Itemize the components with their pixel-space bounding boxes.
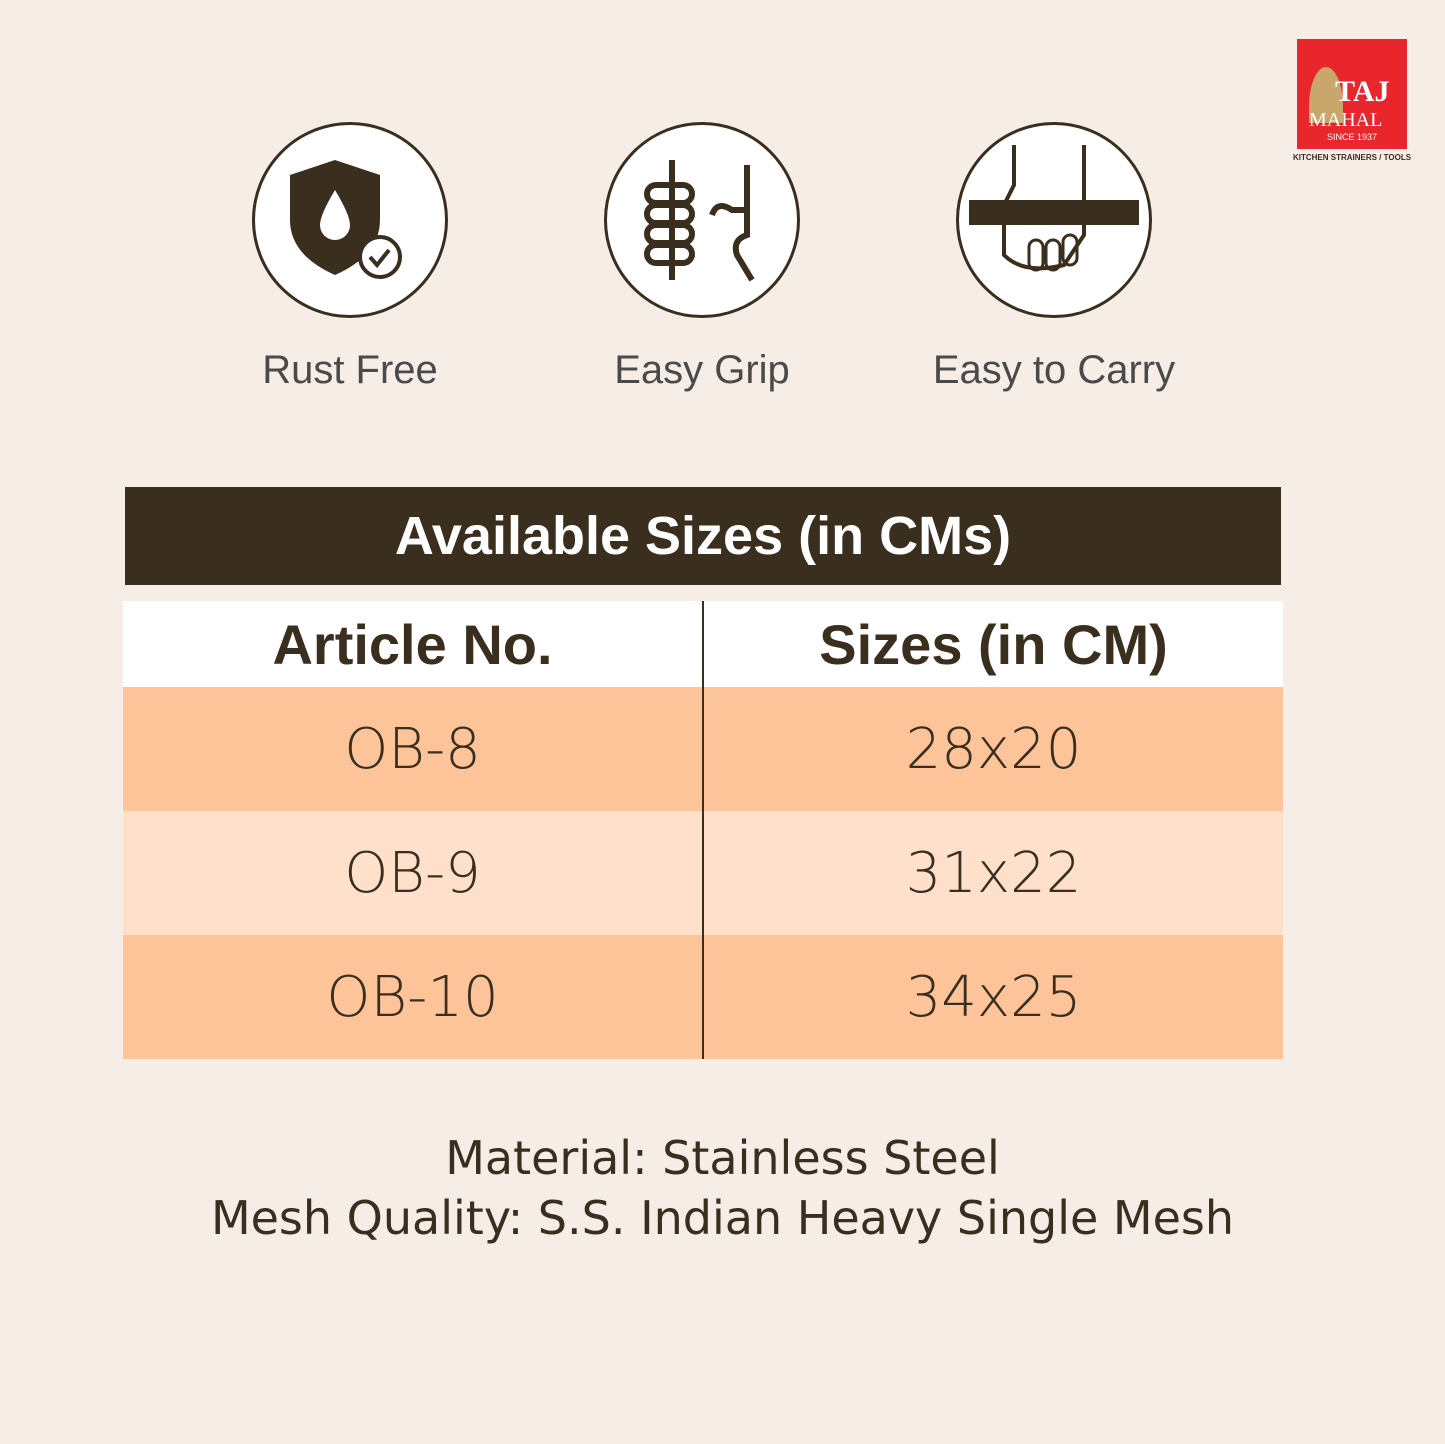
feature-label: Easy to Carry [932, 348, 1176, 392]
header-size: Sizes (in CM) [702, 601, 1283, 687]
size-cell: 34x25 [702, 935, 1283, 1059]
hand-grip-icon [644, 160, 755, 282]
feature-label: Rust Free [262, 348, 438, 392]
feature-label: Easy Grip [614, 348, 790, 392]
article-cell: OB-9 [123, 811, 703, 935]
table-row: OB-9 31x22 [123, 811, 1283, 935]
sizes-title: Available Sizes (in CMs) [125, 487, 1281, 585]
hand-carry-icon [969, 145, 1139, 272]
sizes-table: Article No. Sizes (in CM) OB-8 28x20 OB-9 3… [123, 601, 1283, 1059]
brand-logo: TAJ MAHAL SINCE 1937 [1297, 39, 1407, 149]
shield-drop-check-icon [290, 160, 402, 279]
table-row: OB-8 28x20 [123, 687, 1283, 811]
logo-text: MAHAL [1309, 109, 1383, 131]
feature-easy-to-carry: Easy to Carry [924, 122, 1184, 393]
footer-specs: Material: Stainless Steel Mesh Quality: … [0, 1128, 1445, 1248]
feature-rust-free: Rust Free [220, 122, 480, 393]
header-article: Article No. [123, 601, 703, 687]
article-cell: OB-8 [123, 687, 703, 811]
material-text: Material: Stainless Steel [445, 1131, 1000, 1185]
brand-tagline: KITCHEN STRAINERS / TOOLS [1292, 153, 1412, 162]
table-header: Article No. Sizes (in CM) [123, 601, 1283, 687]
size-cell: 28x20 [702, 687, 1283, 811]
feature-easy-grip: Easy Grip [572, 122, 832, 393]
size-cell: 31x22 [702, 811, 1283, 935]
article-cell: OB-10 [123, 935, 703, 1059]
table-row: OB-10 34x25 [123, 935, 1283, 1059]
logo-since: SINCE 1937 [1326, 132, 1378, 142]
dome-icon [1309, 67, 1343, 123]
mesh-text: Mesh Quality: S.S. Indian Heavy Single M… [210, 1191, 1235, 1245]
logo-text: TAJ [1335, 75, 1390, 108]
